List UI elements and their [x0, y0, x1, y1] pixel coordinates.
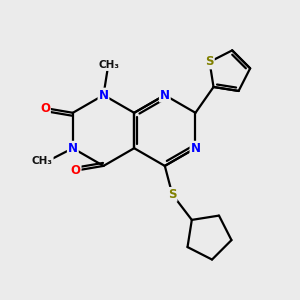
Text: O: O	[70, 164, 81, 177]
Text: N: N	[98, 88, 109, 102]
Text: O: O	[40, 102, 50, 115]
Text: CH₃: CH₃	[32, 156, 53, 166]
Text: N: N	[190, 142, 200, 155]
Text: S: S	[168, 188, 177, 201]
Text: CH₃: CH₃	[98, 60, 119, 70]
Text: N: N	[160, 88, 170, 102]
Text: S: S	[205, 56, 214, 68]
Text: N: N	[68, 142, 78, 155]
